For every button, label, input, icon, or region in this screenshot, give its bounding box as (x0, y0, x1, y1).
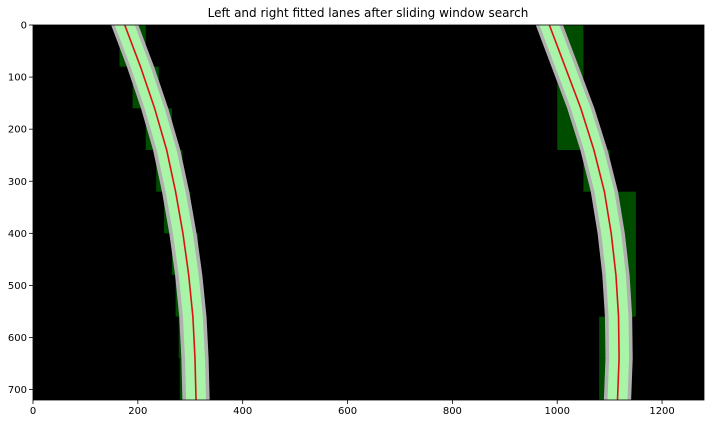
x-tick-label: 200 (128, 406, 147, 417)
x-tick-label: 400 (233, 406, 252, 417)
x-tick-label: 1200 (649, 406, 674, 417)
right-detected-pixels (539, 25, 630, 400)
x-tick-label: 600 (338, 406, 357, 417)
left-detected-pixels (114, 25, 206, 400)
left-lane (111, 25, 210, 400)
y-tick-label: 500 (8, 281, 27, 292)
right-fit-line (548, 25, 620, 400)
y-tick-label: 400 (8, 229, 27, 240)
right-lane (535, 25, 636, 400)
left-fit-line (123, 25, 197, 400)
y-tick-label: 700 (8, 385, 27, 396)
y-tick-label: 100 (8, 73, 27, 84)
y-tick-label: 600 (8, 333, 27, 344)
x-tick-label: 0 (30, 406, 36, 417)
y-tick-label: 200 (8, 125, 27, 136)
plot-frame (32, 24, 705, 401)
chart-title: Left and right fitted lanes after slidin… (208, 6, 529, 20)
x-tick-label: 1000 (544, 406, 569, 417)
y-tick-label: 0 (21, 21, 27, 32)
x-tick-label: 800 (443, 406, 462, 417)
y-tick-label: 300 (8, 177, 27, 188)
